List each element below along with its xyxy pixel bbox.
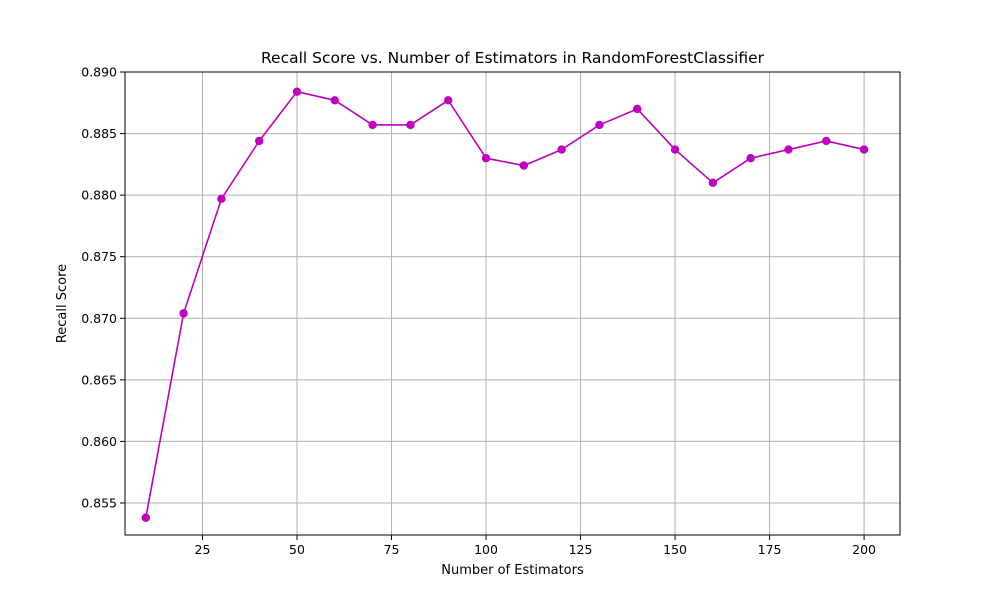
- x-axis-label: Number of Estimators: [441, 563, 584, 578]
- plot-area-frame: [124, 71, 901, 536]
- grid: [125, 71, 900, 535]
- data-point: [292, 87, 302, 96]
- data-point: [859, 145, 869, 154]
- x-tick-label: 25: [195, 542, 211, 557]
- data-point: [179, 309, 188, 318]
- series-line: [145, 90, 865, 518]
- y-tick-label: 0.870: [81, 311, 117, 326]
- y-axis-label: Recall Score: [55, 264, 70, 343]
- y-tick-label: 0.880: [81, 188, 117, 203]
- x-tick-label: 200: [852, 542, 876, 557]
- data-point: [141, 513, 150, 522]
- data-point: [595, 120, 604, 130]
- data-point: [519, 161, 529, 170]
- y-tick-label: 0.890: [81, 65, 117, 80]
- data-point: [708, 178, 718, 188]
- x-axis-ticks: 25 50 75 100 125 150 175 200: [195, 535, 876, 557]
- data-point: [217, 194, 226, 204]
- data-point: [481, 153, 491, 163]
- x-tick-label: 150: [663, 542, 687, 557]
- data-point: [368, 120, 377, 130]
- series-layer: [141, 87, 869, 522]
- data-point: [633, 104, 642, 114]
- x-tick-label: 50: [289, 542, 305, 557]
- x-tick-label: 125: [569, 542, 593, 557]
- data-point: [784, 145, 793, 154]
- data-point: [670, 145, 680, 154]
- data-point: [444, 96, 453, 105]
- x-tick-label: 75: [384, 542, 400, 557]
- data-point: [746, 153, 755, 163]
- y-tick-label: 0.865: [81, 372, 117, 387]
- data-point: [330, 96, 340, 105]
- data-point: [822, 136, 831, 146]
- chart-title: Recall Score vs. Number of Estimators in…: [261, 49, 765, 67]
- x-tick-label: 175: [758, 542, 782, 557]
- y-tick-label: 0.860: [81, 434, 117, 449]
- y-tick-label: 0.875: [81, 249, 117, 264]
- y-axis-ticks: 0.855 0.860 0.865 0.870 0.875 0.880 0.885 0.890: [81, 65, 125, 510]
- data-point: [255, 136, 264, 146]
- x-tick-label: 100: [474, 542, 498, 557]
- data-point: [406, 120, 415, 130]
- y-tick-label: 0.855: [81, 495, 117, 510]
- data-point: [557, 145, 566, 154]
- y-tick-label: 0.885: [81, 126, 117, 141]
